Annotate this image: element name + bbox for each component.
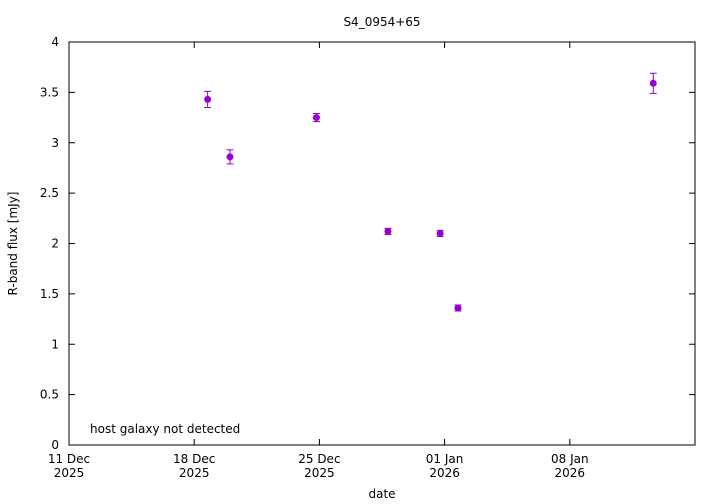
data-point [312, 114, 320, 122]
y-tick-label: 0 [51, 438, 59, 452]
y-tick-label: 1 [51, 337, 59, 351]
y-axis-label: R-band flux [mJy] [6, 192, 20, 296]
data-point-group [436, 229, 444, 237]
y-tick-label: 0.5 [40, 388, 59, 402]
x-tick-label-year: 2026 [555, 466, 586, 480]
data-point [649, 79, 657, 87]
x-tick-label-year: 2025 [179, 466, 210, 480]
x-tick-label-date: 11 Dec [48, 452, 90, 466]
data-point-group [454, 304, 462, 312]
x-tick-label-year: 2026 [429, 466, 460, 480]
y-tick-label: 3 [51, 136, 59, 150]
plot-frame [68, 41, 696, 446]
data-point-group [312, 113, 320, 123]
y-tick-label: 1.5 [40, 287, 59, 301]
data-point [204, 95, 212, 103]
x-tick-label-year: 2025 [304, 466, 335, 480]
x-tick-label-date: 08 Jan [551, 452, 589, 466]
data-point-group [649, 72, 657, 94]
data-point-group [204, 90, 212, 108]
chart-title: S4_0954+65 [343, 15, 420, 29]
y-axis: 0 0.5 1 1.5 2 2.5 3 3.5 4 [40, 35, 695, 452]
y-tick-label: 2 [51, 237, 59, 251]
x-tick-label-year: 2025 [54, 466, 85, 480]
data-point [226, 153, 234, 161]
x-tick-label-date: 01 Jan [426, 452, 464, 466]
data-point-group [226, 149, 234, 165]
data-point [384, 227, 392, 235]
data-point-group [384, 227, 392, 235]
host-galaxy-annotation: host galaxy not detected [90, 422, 240, 436]
x-axis-label: date [368, 487, 395, 501]
y-tick-label: 2.5 [40, 186, 59, 200]
data-points [204, 72, 657, 312]
data-point [454, 304, 462, 312]
data-point [436, 229, 444, 237]
y-tick-label: 4 [51, 35, 59, 49]
y-tick-label: 3.5 [40, 85, 59, 99]
x-tick-label-date: 18 Dec [173, 452, 215, 466]
x-tick-label-date: 25 Dec [298, 452, 340, 466]
